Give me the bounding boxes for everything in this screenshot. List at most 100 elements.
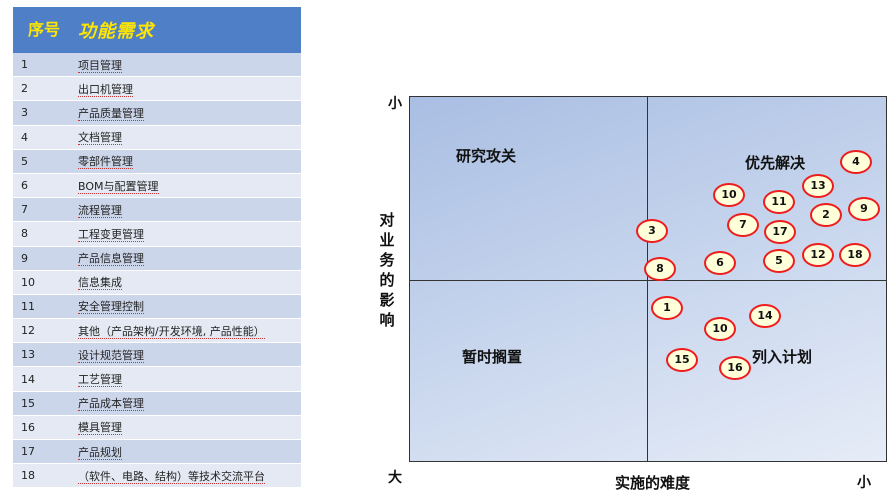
row-requirement: 出口机管理 [68, 76, 301, 102]
row-requirement-text: 设计规范管理 [78, 348, 144, 363]
table-row: 15 产品成本管理 [13, 391, 301, 416]
row-requirement-text: （软件、电路、结构）等技术交流平台 [78, 469, 265, 484]
x-axis-right-label: 小 [857, 475, 871, 491]
requirement-marker: 3 [636, 219, 668, 243]
requirement-marker: 11 [763, 190, 795, 214]
row-number: 18 [13, 463, 68, 489]
y-axis-title: 对 业 务 的 影 响 [376, 210, 398, 330]
table-row: 6 BOM与配置管理 [13, 173, 301, 199]
table-row: 11 安全管理控制 [13, 294, 301, 320]
header-name: 功能需求 [78, 21, 154, 42]
requirement-marker: 1 [651, 296, 683, 320]
requirement-marker: 8 [644, 257, 676, 281]
y-axis-bottom-label: 大 [388, 470, 402, 486]
quadrant-top-left: 研究攻关 [456, 147, 517, 165]
quadrant-bottom-left: 暂时搁置 [462, 348, 523, 366]
table-row: 3 产品质量管理 [13, 100, 301, 126]
requirement-marker: 13 [802, 174, 834, 198]
table-row: 7 流程管理 [13, 197, 301, 223]
table-row: 18 （软件、电路、结构）等技术交流平台 [13, 463, 301, 489]
table-row: 8 工程变更管理 [13, 221, 301, 247]
requirement-marker: 2 [810, 203, 842, 227]
row-requirement-text: 工程变更管理 [78, 227, 144, 242]
table-row: 2 出口机管理 [13, 76, 301, 102]
requirement-marker: 12 [802, 243, 834, 267]
horizontal-divider [409, 280, 887, 281]
requirement-marker: 9 [848, 197, 880, 221]
table-row: 12 其他（产品架构/开发环境, 产品性能） [13, 318, 301, 344]
table-row: 4 文档管理 [13, 125, 301, 150]
row-requirement-text: 零部件管理 [78, 155, 133, 170]
row-requirement-text: 工艺管理 [78, 373, 122, 388]
row-requirement-text: 出口机管理 [78, 82, 133, 97]
x-axis-title: 实施的难度 [615, 474, 691, 492]
requirement-marker: 18 [839, 243, 871, 267]
requirement-marker: 7 [727, 213, 759, 237]
row-requirement: 文档管理 [68, 125, 301, 150]
y-title-char: 对 [379, 211, 395, 229]
requirement-marker: 16 [719, 356, 751, 380]
row-requirement: 产品信息管理 [68, 246, 301, 271]
row-requirement-text: 模具管理 [78, 421, 122, 436]
table-row: 5 零部件管理 [13, 149, 301, 174]
quadrant-bottom-right: 列入计划 [752, 348, 813, 366]
row-requirement-text: 产品信息管理 [78, 252, 144, 267]
row-requirement: 工程变更管理 [68, 221, 301, 247]
row-number: 15 [13, 391, 68, 416]
row-number: 7 [13, 197, 68, 223]
row-requirement: 产品成本管理 [68, 391, 301, 416]
requirement-marker: 10 [713, 183, 745, 207]
row-requirement: 产品规划 [68, 439, 301, 465]
requirement-marker: 5 [763, 249, 795, 273]
table-row: 9 产品信息管理 [13, 246, 301, 271]
row-number: 11 [13, 294, 68, 320]
row-number: 2 [13, 76, 68, 102]
row-requirement-text: 项目管理 [78, 58, 122, 73]
row-requirement: 工艺管理 [68, 366, 301, 392]
row-requirement-text: 产品成本管理 [78, 397, 144, 412]
table-header: 序号 功能需求 [13, 7, 301, 53]
row-requirement: 流程管理 [68, 197, 301, 223]
table-body: 1 项目管理 2 出口机管理 3 产品质量管理 4 文档管理 5 零部件管理 6 BOM与配置管理 7 流… [13, 53, 301, 489]
table-row: 17 产品规划 [13, 439, 301, 465]
row-number: 8 [13, 221, 68, 247]
row-number: 6 [13, 173, 68, 199]
row-number: 9 [13, 246, 68, 271]
row-number: 13 [13, 342, 68, 368]
row-requirement-text: 信息集成 [78, 276, 122, 291]
y-title-char: 的 [379, 271, 395, 289]
row-requirement: 项目管理 [68, 53, 301, 78]
requirement-marker: 15 [666, 348, 698, 372]
row-number: 14 [13, 366, 68, 392]
row-number: 12 [13, 318, 68, 344]
row-requirement: 信息集成 [68, 270, 301, 295]
requirements-table: 序号 功能需求 1 项目管理 2 出口机管理 3 产品质量管理 4 文档管理 5 零部件管理 6 BO… [13, 7, 301, 489]
row-requirement-text: 流程管理 [78, 203, 122, 218]
row-requirement-text: 文档管理 [78, 131, 122, 146]
row-number: 5 [13, 149, 68, 174]
row-requirement-text: 产品规划 [78, 445, 122, 460]
table-row: 14 工艺管理 [13, 366, 301, 392]
row-number: 1 [13, 53, 68, 78]
row-requirement: 安全管理控制 [68, 294, 301, 320]
y-axis-top-label: 小 [388, 96, 402, 112]
row-requirement: 产品质量管理 [68, 100, 301, 126]
row-number: 4 [13, 125, 68, 150]
vertical-divider [647, 96, 648, 462]
requirement-marker: 6 [704, 251, 736, 275]
requirement-marker: 14 [749, 304, 781, 328]
row-number: 3 [13, 100, 68, 126]
row-requirement: 零部件管理 [68, 149, 301, 174]
table-row: 16 模具管理 [13, 415, 301, 441]
row-number: 10 [13, 270, 68, 295]
row-number: 17 [13, 439, 68, 465]
requirement-marker: 10 [704, 317, 736, 341]
table-row: 10 信息集成 [13, 270, 301, 295]
row-requirement: 设计规范管理 [68, 342, 301, 368]
requirement-marker: 4 [840, 150, 872, 174]
row-requirement: 模具管理 [68, 415, 301, 441]
row-number: 16 [13, 415, 68, 441]
row-requirement-text: 产品质量管理 [78, 106, 144, 121]
table-row: 13 设计规范管理 [13, 342, 301, 368]
row-requirement-text: 安全管理控制 [78, 300, 144, 315]
